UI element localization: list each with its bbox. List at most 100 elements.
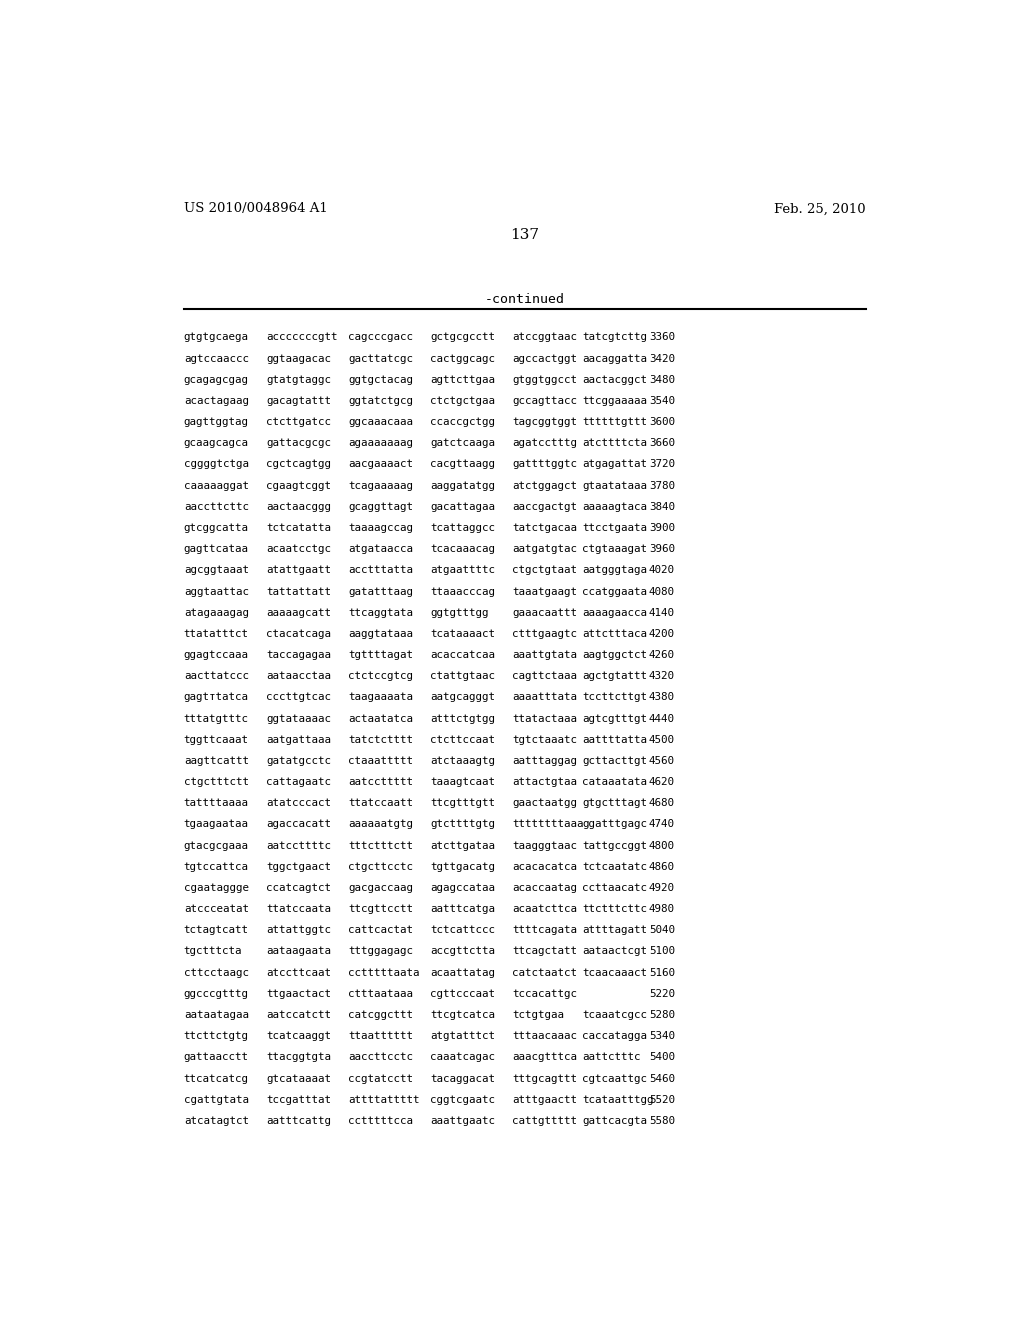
Text: tcataatttgg: tcataatttgg — [583, 1094, 653, 1105]
Text: ttcgttcctt: ttcgttcctt — [348, 904, 413, 915]
Text: atttctgtgg: atttctgtgg — [430, 714, 496, 723]
Text: gcaagcagca: gcaagcagca — [183, 438, 249, 449]
Text: 3960: 3960 — [649, 544, 675, 554]
Text: aatccttttt: aatccttttt — [348, 777, 413, 787]
Text: aatttcatga: aatttcatga — [430, 904, 496, 915]
Text: 4500: 4500 — [649, 735, 675, 744]
Text: agagccataa: agagccataa — [430, 883, 496, 892]
Text: ttatccaata: ttatccaata — [266, 904, 331, 915]
Text: 3540: 3540 — [649, 396, 675, 407]
Text: acctttatta: acctttatta — [348, 565, 413, 576]
Text: cagttctaaa: cagttctaaa — [512, 671, 578, 681]
Text: actaatatca: actaatatca — [348, 714, 413, 723]
Text: ccatggaata: ccatggaata — [583, 586, 647, 597]
Text: 5280: 5280 — [649, 1010, 675, 1020]
Text: cttcctaagc: cttcctaagc — [183, 968, 249, 978]
Text: 5160: 5160 — [649, 968, 675, 978]
Text: cacgttaagg: cacgttaagg — [430, 459, 496, 470]
Text: tgtccattca: tgtccattca — [183, 862, 249, 871]
Text: gtcggcatta: gtcggcatta — [183, 523, 249, 533]
Text: aaggtataaа: aaggtataaа — [348, 628, 413, 639]
Text: 5100: 5100 — [649, 946, 675, 957]
Text: gtggtggcct: gtggtggcct — [512, 375, 578, 384]
Text: ttcatcatcg: ttcatcatcg — [183, 1073, 249, 1084]
Text: atgaattttc: atgaattttc — [430, 565, 496, 576]
Text: agttcttgaa: agttcttgaa — [430, 375, 496, 384]
Text: tgttgacatg: tgttgacatg — [430, 862, 496, 871]
Text: aatccttttc: aatccttttc — [266, 841, 331, 850]
Text: accgttctta: accgttctta — [430, 946, 496, 957]
Text: gaaacaattt: gaaacaattt — [512, 607, 578, 618]
Text: agtcgtttgt: agtcgtttgt — [583, 714, 647, 723]
Text: aaaagaacca: aaaagaacca — [583, 607, 647, 618]
Text: gagttcataa: gagttcataa — [183, 544, 249, 554]
Text: gacttatcgc: gacttatcgc — [348, 354, 413, 363]
Text: tattgccggt: tattgccggt — [583, 841, 647, 850]
Text: 4260: 4260 — [649, 649, 675, 660]
Text: gtcataaaat: gtcataaaat — [266, 1073, 331, 1084]
Text: atatcccact: atatcccact — [266, 799, 331, 808]
Text: ctgctttctt: ctgctttctt — [183, 777, 249, 787]
Text: tctcatatta: tctcatatta — [266, 523, 331, 533]
Text: 3840: 3840 — [649, 502, 675, 512]
Text: tagcggtggt: tagcggtggt — [512, 417, 578, 428]
Text: attctttaca: attctttaca — [583, 628, 647, 639]
Text: 3660: 3660 — [649, 438, 675, 449]
Text: 5580: 5580 — [649, 1115, 675, 1126]
Text: 137: 137 — [510, 227, 540, 242]
Text: caaaaaggat: caaaaaggat — [183, 480, 249, 491]
Text: aataatagaa: aataatagaa — [183, 1010, 249, 1020]
Text: tattttaaaa: tattttaaaa — [183, 799, 249, 808]
Text: ttaatttttt: ttaatttttt — [348, 1031, 413, 1041]
Text: aaccttcctc: aaccttcctc — [348, 1052, 413, 1063]
Text: ccgtatcctt: ccgtatcctt — [348, 1073, 413, 1084]
Text: atgataacca: atgataacca — [348, 544, 413, 554]
Text: attactgtaa: attactgtaa — [512, 777, 578, 787]
Text: ttcttctgtg: ttcttctgtg — [183, 1031, 249, 1041]
Text: gatatgcctc: gatatgcctc — [266, 756, 331, 766]
Text: gatatttaag: gatatttaag — [348, 586, 413, 597]
Text: tttgcagttt: tttgcagttt — [512, 1073, 578, 1084]
Text: 4740: 4740 — [649, 820, 675, 829]
Text: 3900: 3900 — [649, 523, 675, 533]
Text: taaagtcaat: taaagtcaat — [430, 777, 496, 787]
Text: 3480: 3480 — [649, 375, 675, 384]
Text: acccccccgtt: acccccccgtt — [266, 333, 338, 342]
Text: aaattgaatc: aaattgaatc — [430, 1115, 496, 1126]
Text: gtacgcgaaa: gtacgcgaaa — [183, 841, 249, 850]
Text: tccacattgc: tccacattgc — [512, 989, 578, 999]
Text: acacacatca: acacacatca — [512, 862, 578, 871]
Text: tggttcaaat: tggttcaaat — [183, 735, 249, 744]
Text: cgaataggge: cgaataggge — [183, 883, 249, 892]
Text: cgctcagtgg: cgctcagtgg — [266, 459, 331, 470]
Text: ttatactaaa: ttatactaaa — [512, 714, 578, 723]
Text: gaactaatgg: gaactaatgg — [512, 799, 578, 808]
Text: ggcaaacaaa: ggcaaacaaa — [348, 417, 413, 428]
Text: agccactggt: agccactggt — [512, 354, 578, 363]
Text: aactaacggg: aactaacggg — [266, 502, 331, 512]
Text: ggtataaaac: ggtataaaac — [266, 714, 331, 723]
Text: aaaaagcatt: aaaaagcatt — [266, 607, 331, 618]
Text: tccgatttat: tccgatttat — [266, 1094, 331, 1105]
Text: ctgtaaagat: ctgtaaagat — [583, 544, 647, 554]
Text: catctaatct: catctaatct — [512, 968, 578, 978]
Text: ctctccgtcg: ctctccgtcg — [348, 671, 413, 681]
Text: ttgaactact: ttgaactact — [266, 989, 331, 999]
Text: tgttttagat: tgttttagat — [348, 649, 413, 660]
Text: ggagtccaaa: ggagtccaaa — [183, 649, 249, 660]
Text: 4440: 4440 — [649, 714, 675, 723]
Text: ggtgctacag: ggtgctacag — [348, 375, 413, 384]
Text: 4680: 4680 — [649, 799, 675, 808]
Text: ttttcagata: ttttcagata — [512, 925, 578, 936]
Text: tctcaatatc: tctcaatatc — [583, 862, 647, 871]
Text: aatgcagggt: aatgcagggt — [430, 693, 496, 702]
Text: ttttttttaaa: ttttttttaaa — [512, 820, 584, 829]
Text: 3780: 3780 — [649, 480, 675, 491]
Text: ggcccgtttg: ggcccgtttg — [183, 989, 249, 999]
Text: gtatgtaggc: gtatgtaggc — [266, 375, 331, 384]
Text: 4200: 4200 — [649, 628, 675, 639]
Text: gatctcaaga: gatctcaaga — [430, 438, 496, 449]
Text: tcataaaact: tcataaaact — [430, 628, 496, 639]
Text: cataaatata: cataaatata — [583, 777, 647, 787]
Text: gtgtgcaega: gtgtgcaega — [183, 333, 249, 342]
